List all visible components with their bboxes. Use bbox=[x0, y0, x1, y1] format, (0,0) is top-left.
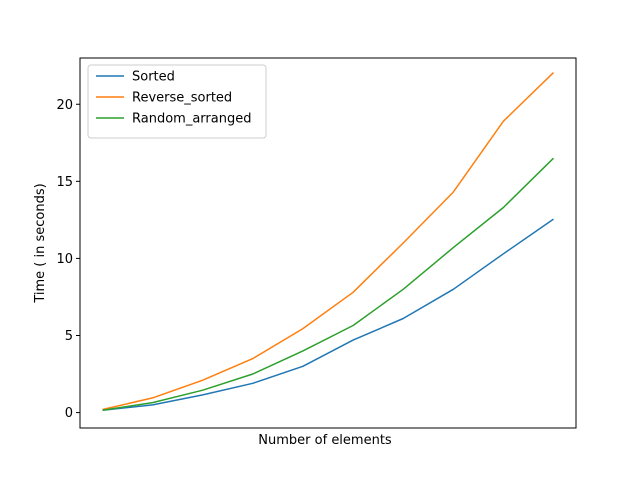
y-tick-label: 20 bbox=[56, 98, 73, 113]
plot-frame bbox=[79, 57, 577, 429]
series-line-0 bbox=[102, 218, 554, 412]
legend: Sorted Reverse_sorted Random_arranged bbox=[87, 64, 267, 139]
series-layer bbox=[102, 72, 555, 412]
y-tick-label: 15 bbox=[56, 175, 73, 190]
y-tick-label: 10 bbox=[56, 252, 73, 267]
legend-label-2: Random_arranged bbox=[132, 112, 251, 127]
series-line-2 bbox=[102, 157, 555, 412]
legend-label-1: Reverse_sorted bbox=[132, 91, 232, 106]
legend-label-0: Sorted bbox=[132, 70, 175, 85]
series-line-1 bbox=[102, 72, 555, 411]
legend-box bbox=[87, 64, 267, 139]
y-tick-label: 0 bbox=[65, 406, 73, 421]
x-axis-label: Number of elements bbox=[258, 433, 392, 448]
y-axis-label: Time ( in seconds) bbox=[33, 183, 48, 303]
y-axis: 0 5 10 15 20 bbox=[56, 98, 80, 421]
y-tick-label: 5 bbox=[65, 329, 73, 344]
